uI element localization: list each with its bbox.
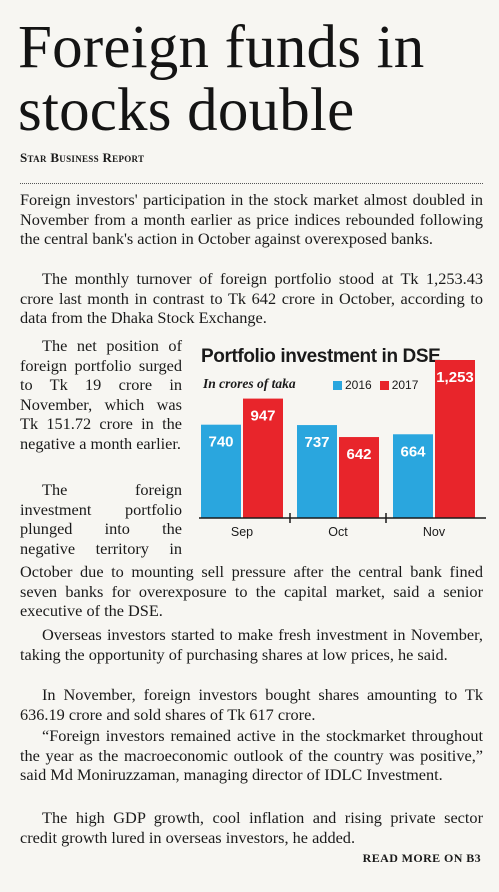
byline: Star Business Report (20, 150, 145, 165)
data-label-2016-sep: 740 (208, 434, 233, 451)
bar-2017-oct (339, 437, 379, 518)
paragraph-4-side: The foreign investment portfolio plunged… (20, 480, 182, 558)
portfolio-chart: Portfolio investment in DSE In crores of… (199, 346, 486, 546)
chart-title: Portfolio investment in DSE (201, 346, 441, 367)
paragraph-7: “Foreign investors remained active in th… (20, 726, 483, 785)
chart-subtitle: In crores of taka (203, 376, 296, 391)
paragraph-5: Overseas investors started to make fresh… (20, 625, 483, 664)
data-label-2016-nov: 664 (400, 443, 426, 460)
legend-swatch-2016 (333, 381, 342, 391)
bar-2016-oct (297, 425, 337, 518)
paragraph-3: The net position of foreign portfolio su… (20, 336, 182, 453)
paragraph-8: The high GDP growth, cool inflation and … (20, 808, 483, 847)
legend-label-2017: 2017 (391, 378, 419, 392)
chart-legend: 2016 2017 (333, 378, 418, 392)
legend-item-2017: 2017 (379, 378, 419, 392)
chart-plot: 740 947 Sep 737 642 Oct 664 1,253 Nov (199, 360, 486, 539)
bar-2017-sep (243, 398, 283, 518)
legend-item-2016: 2016 (333, 378, 372, 392)
paragraph-1: Foreign investors' participation in the … (20, 190, 483, 249)
legend-label-2016: 2016 (345, 378, 372, 392)
data-label-2016-oct: 737 (304, 434, 329, 451)
x-tick-label-nov: Nov (423, 525, 446, 539)
bar-2016-sep (201, 424, 241, 518)
data-label-2017-nov: 1,253 (436, 369, 474, 386)
paragraph-6: In November, foreign investors bought sh… (20, 685, 483, 724)
paragraph-2: The monthly turnover of foreign portfoli… (20, 269, 483, 328)
x-tick-label-oct: Oct (328, 525, 348, 539)
headline: Foreign funds in stocks double (18, 14, 425, 144)
bar-2017-nov (435, 360, 475, 518)
data-label-2017-sep: 947 (250, 408, 275, 425)
paragraph-4-continued: October due to mounting sell pressure af… (20, 562, 483, 621)
bar-2016-nov (393, 434, 433, 518)
x-tick-label-sep: Sep (231, 525, 253, 539)
read-more-link[interactable]: READ MORE ON B3 (362, 851, 481, 865)
byline-divider (20, 183, 483, 184)
legend-swatch-2017 (379, 381, 389, 391)
data-label-2017-oct: 642 (346, 446, 371, 463)
